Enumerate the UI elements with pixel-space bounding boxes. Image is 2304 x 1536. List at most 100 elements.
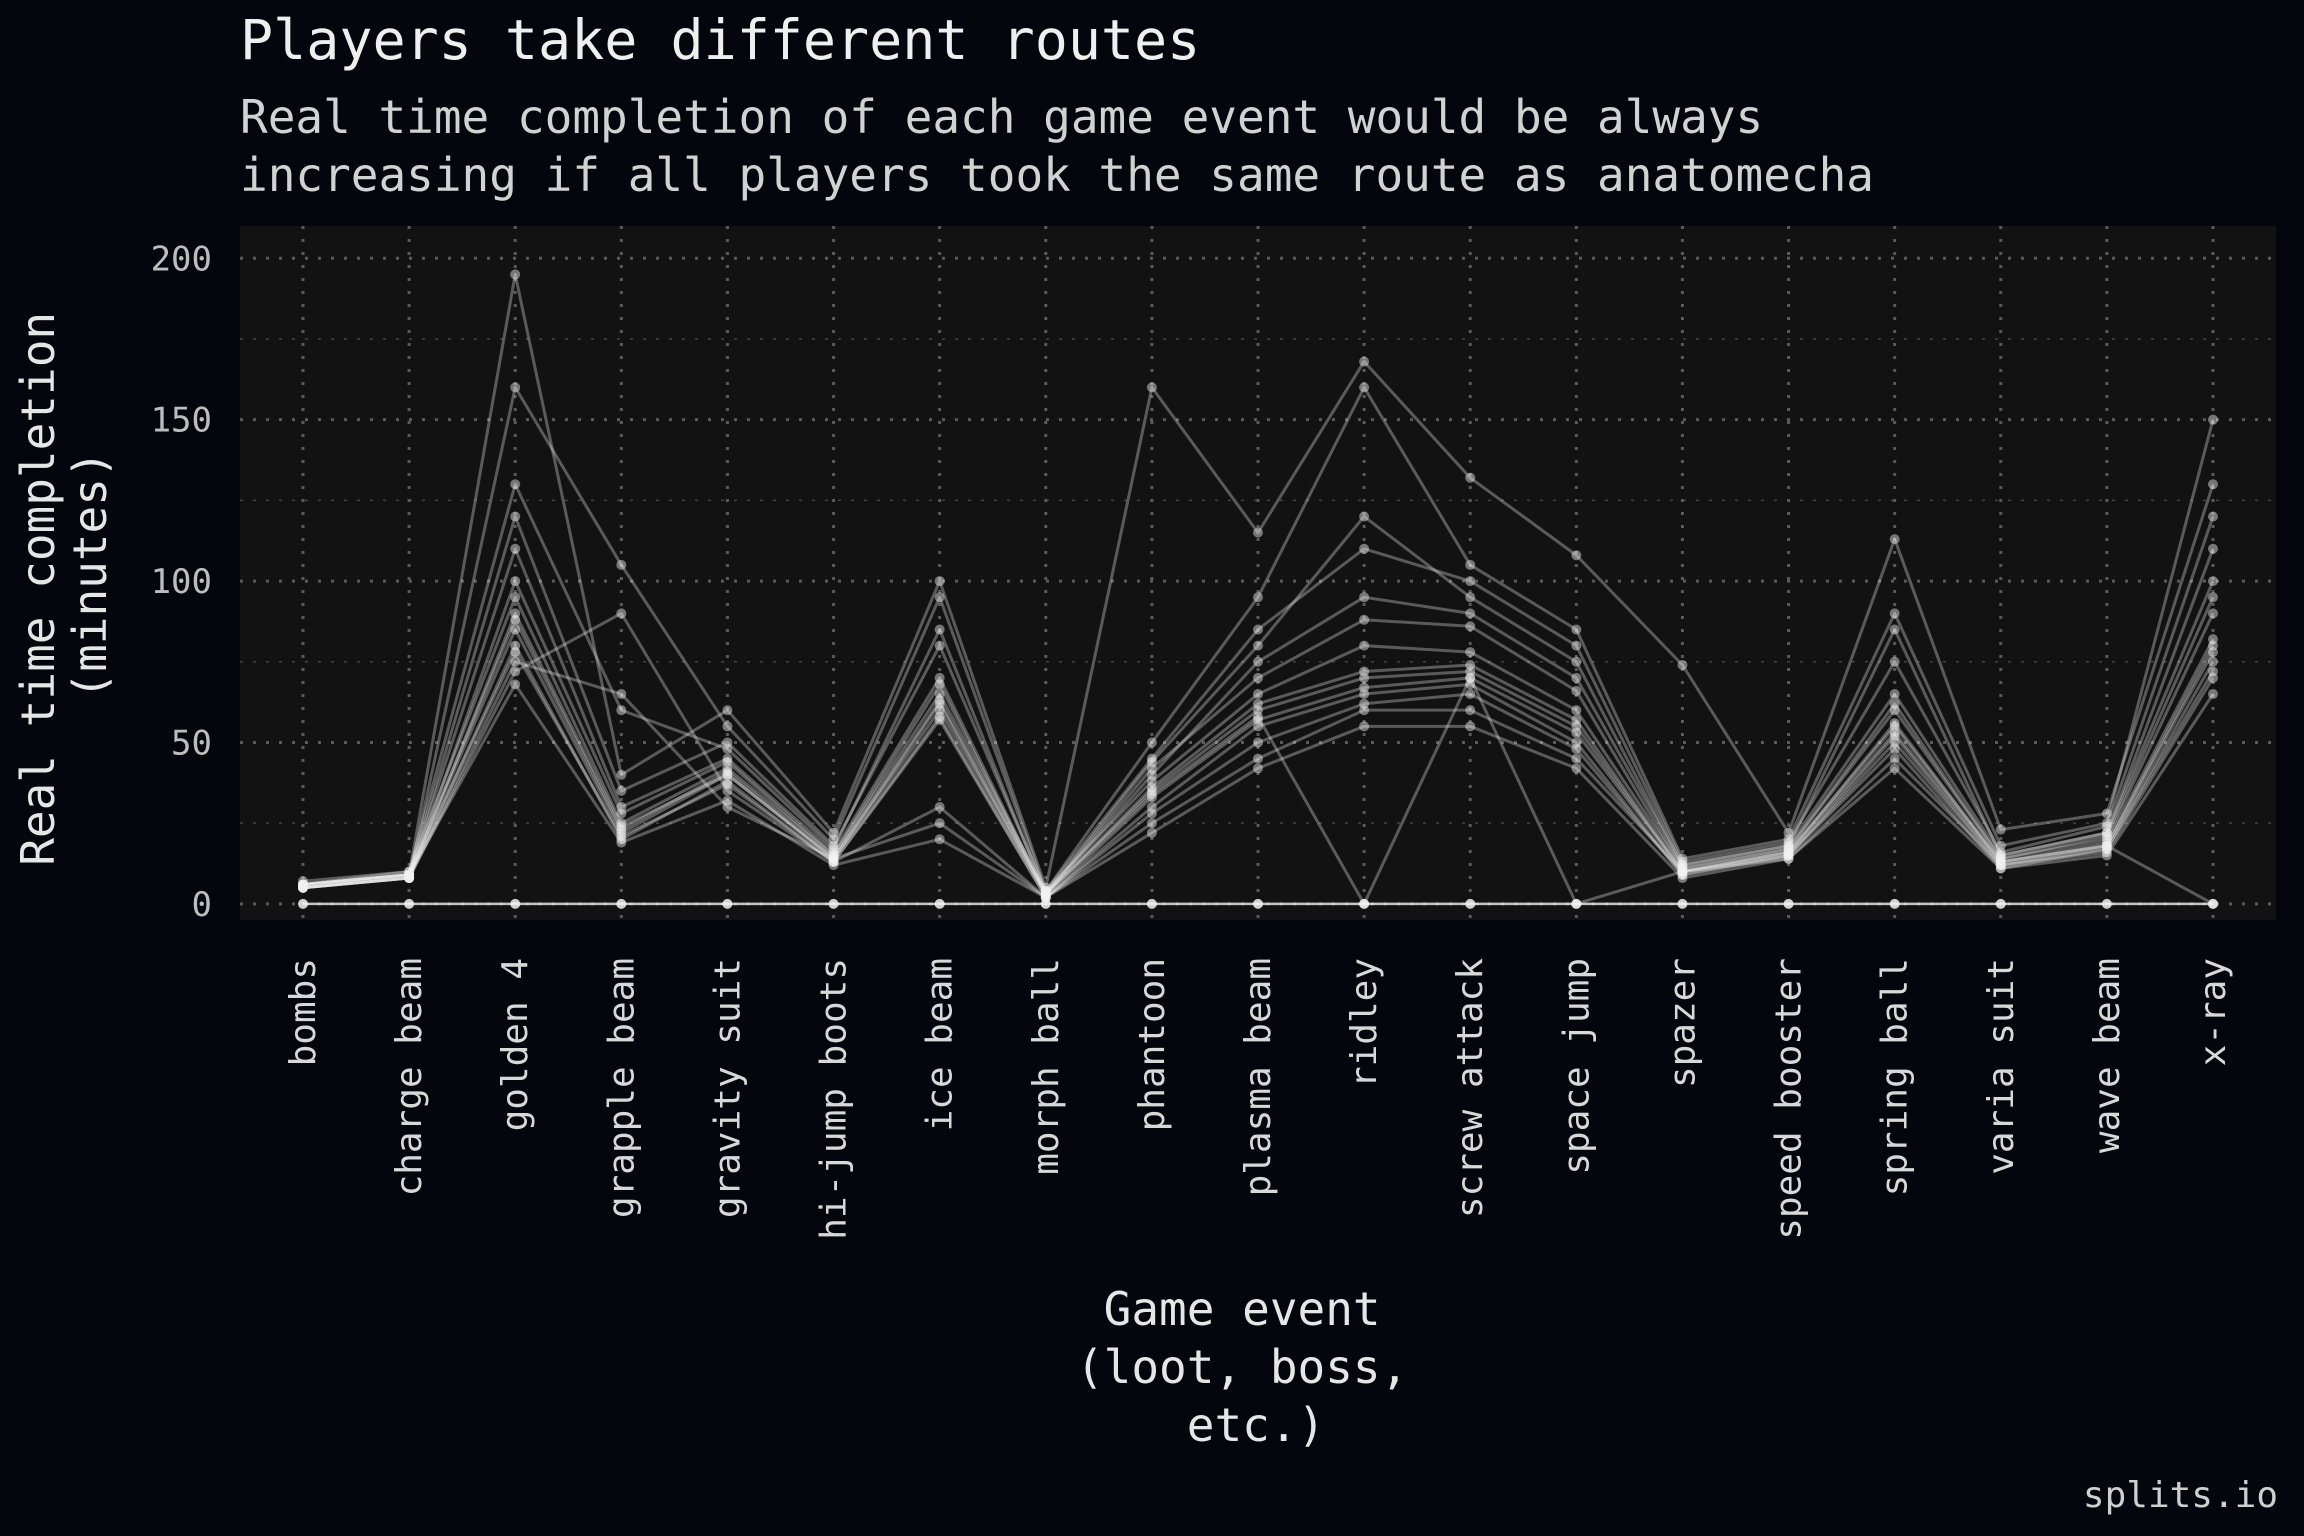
series-point (1571, 763, 1582, 774)
series-point (298, 879, 308, 890)
series-point (1677, 860, 1688, 871)
series-point (1253, 737, 1263, 748)
x-tick-label: plasma beam (1238, 958, 1279, 1196)
series-point (1465, 621, 1476, 632)
series-point (404, 873, 415, 884)
series-point (1465, 679, 1476, 690)
series-point (1359, 898, 1370, 909)
series-point (1889, 731, 1900, 742)
series-point (404, 873, 415, 884)
series-point (510, 269, 521, 280)
series-point (934, 714, 945, 725)
x-axis-title-line-2: (loot, boss, (1076, 1340, 1408, 1394)
y-axis-ticks: 0 50 100 150 200 (151, 239, 212, 925)
series-point (2101, 843, 2112, 854)
series-point (2101, 827, 2112, 838)
series-point (2208, 666, 2218, 677)
series-point (298, 879, 308, 890)
y-axis-title-line-1: Real time completion (11, 312, 65, 866)
series-point (722, 721, 733, 732)
series-point (1677, 873, 1688, 884)
series-line (302, 272, 2215, 890)
series-point (828, 850, 839, 861)
series-point (722, 785, 733, 796)
series-point (1359, 640, 1370, 651)
series-point (298, 882, 308, 893)
series-point (1465, 666, 1476, 677)
series-point (1040, 885, 1051, 896)
series-point (616, 608, 627, 619)
series-point (1995, 840, 2006, 851)
series-point (1995, 824, 2006, 835)
series-point (1465, 721, 1476, 732)
series-line (302, 682, 2215, 899)
x-tick-label: spring ball (1875, 958, 1916, 1196)
series-point (2101, 834, 2112, 845)
series-point (722, 802, 733, 813)
series-point (1677, 869, 1688, 880)
series-point (1677, 869, 1688, 880)
series-point (1571, 705, 1582, 716)
series-point (1359, 698, 1370, 709)
series-point (1146, 792, 1157, 803)
series-point (1253, 656, 1263, 667)
series-point (1783, 843, 1794, 854)
x-tick-label: x-ray (2193, 958, 2234, 1066)
series-point (722, 743, 733, 754)
series-point (722, 779, 733, 790)
series-point (1040, 892, 1051, 903)
series-point (510, 624, 521, 635)
series-point (1359, 721, 1370, 732)
series-point (1889, 698, 1900, 709)
x-tick-label: spazer (1662, 958, 1703, 1088)
series-point (1889, 718, 1900, 729)
series-point (1783, 840, 1794, 851)
series-point (1783, 840, 1794, 851)
series-point (1465, 705, 1476, 716)
series-point (1571, 727, 1582, 738)
series-point (1889, 608, 1900, 619)
series-point (510, 666, 521, 677)
series-point (1889, 763, 1900, 774)
series-point (510, 543, 521, 554)
series-point (1146, 382, 1157, 393)
series-point (298, 882, 308, 893)
chart-subtitle-line-1: Real time completion of each game event … (240, 90, 1764, 144)
series-point (2208, 608, 2218, 619)
series-point (2101, 847, 2112, 858)
series-point (1040, 889, 1051, 900)
series-point (1995, 860, 2006, 871)
x-tick-label: morph ball (1026, 958, 1067, 1175)
series-point (1677, 863, 1688, 874)
series-point (1889, 727, 1900, 738)
series-point (616, 837, 627, 848)
series-point (404, 873, 415, 884)
series-point (404, 866, 415, 877)
series-point (1465, 592, 1476, 603)
series-point (298, 882, 308, 893)
y-tick-label: 100 (151, 562, 212, 602)
series-point (722, 776, 733, 787)
series-line (302, 385, 2215, 893)
series-point (2208, 543, 2218, 554)
y-axis-title: Real time completion (minutes) (11, 284, 117, 866)
series-point (828, 827, 839, 838)
x-axis-title-line-3: etc.) (1187, 1398, 1325, 1452)
series-lines (298, 269, 2218, 909)
series-point (1571, 753, 1582, 764)
x-tick-label: phantoon (1132, 958, 1173, 1131)
series-point (616, 831, 627, 842)
series-line (302, 547, 2215, 896)
series-point (1253, 624, 1263, 635)
series-point (722, 769, 733, 780)
series-point (934, 689, 945, 700)
series-point (2208, 672, 2218, 683)
series-point (1465, 576, 1476, 587)
series-point (298, 882, 308, 893)
series-point (1040, 889, 1051, 900)
series-point (1677, 863, 1688, 874)
series-point (1783, 847, 1794, 858)
series-point (1040, 882, 1051, 893)
series-point (1146, 782, 1157, 793)
